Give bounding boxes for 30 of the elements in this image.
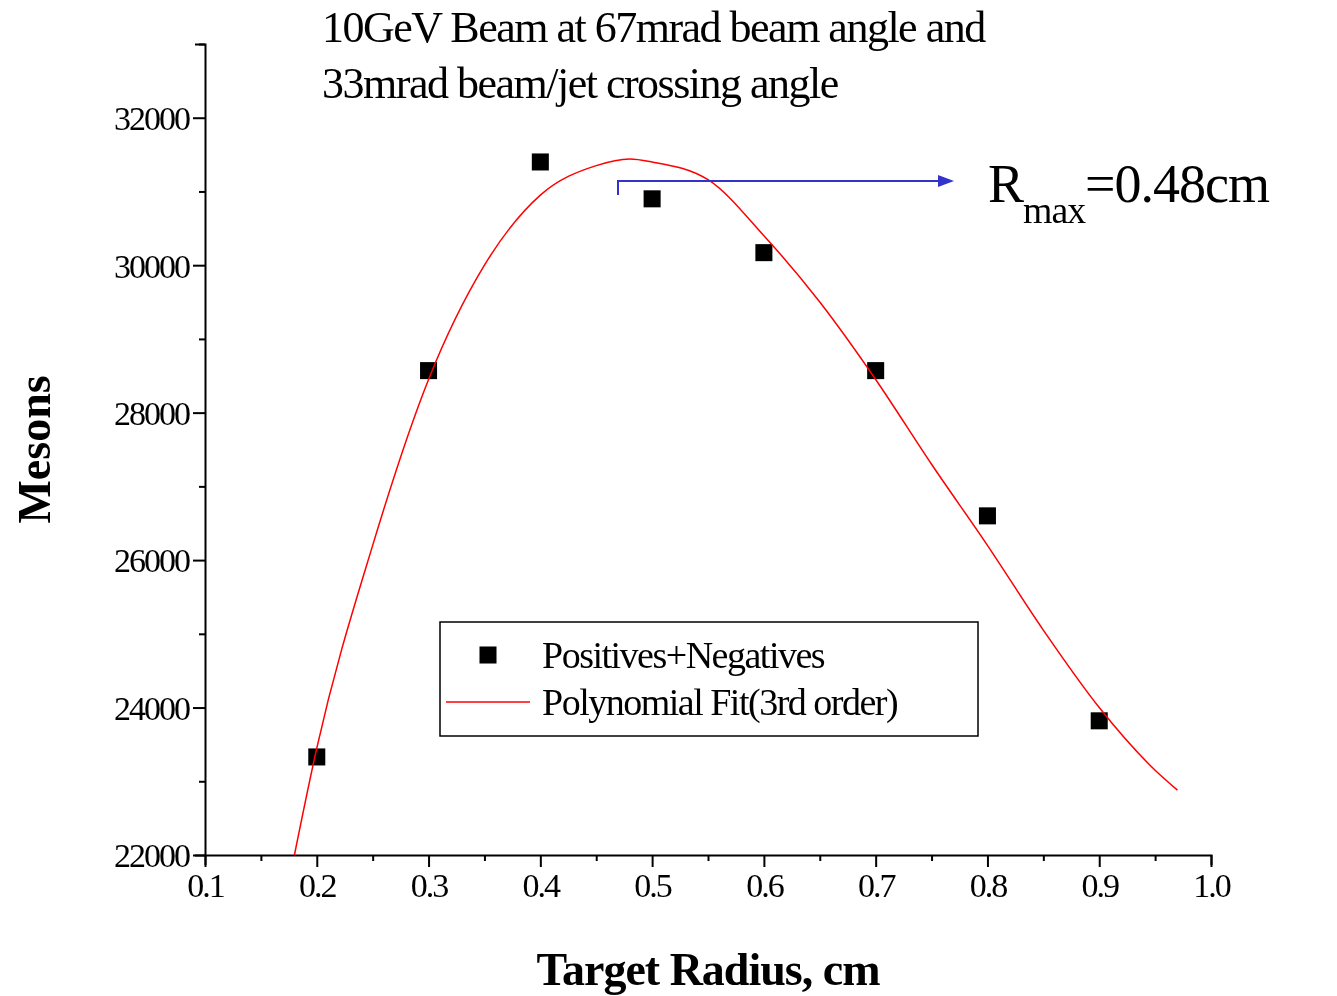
x-tick-label: 0.4 xyxy=(522,867,562,905)
y-tick-label: 22000 xyxy=(114,837,190,875)
chart-title: 10GeV Beam at 67mrad beam angle and 33mrad beam/jet crossing angle xyxy=(322,3,987,108)
x-tick-label: 1.0 xyxy=(1193,867,1231,905)
y-tick-label: 28000 xyxy=(114,395,190,433)
x-tick-label: 0.7 xyxy=(857,867,897,905)
point xyxy=(420,362,438,380)
point xyxy=(755,244,773,262)
x-tick-label: 0.5 xyxy=(634,867,672,905)
point xyxy=(643,190,661,208)
y-tick-label: 30000 xyxy=(114,247,190,285)
x-tick-label: 0.3 xyxy=(410,867,449,905)
x-tick-label: 0.1 xyxy=(187,867,224,905)
point xyxy=(1090,712,1108,730)
annotation: R$_{max}$=0.48cm xyxy=(988,154,1271,231)
point xyxy=(867,362,885,380)
x-tick-label: 0.2 xyxy=(299,867,337,905)
legend-label: Positives+Negatives xyxy=(542,634,825,676)
point xyxy=(308,748,326,766)
y-tick-label: 32000 xyxy=(114,100,190,138)
y-axis-title: Mesons xyxy=(9,375,60,524)
x-tick-label: 0.8 xyxy=(969,867,1008,905)
point xyxy=(978,507,996,525)
legend-label: Polynomial Fit(3rd order) xyxy=(542,681,898,724)
x-tick-label: 0.9 xyxy=(1081,867,1119,905)
y-tick-label: 26000 xyxy=(114,542,190,580)
point xyxy=(531,153,549,171)
x-tick-label: 0.6 xyxy=(746,867,784,905)
y-tick-label: 24000 xyxy=(114,689,190,727)
x-axis-title: Target Radius, cm xyxy=(536,944,881,995)
